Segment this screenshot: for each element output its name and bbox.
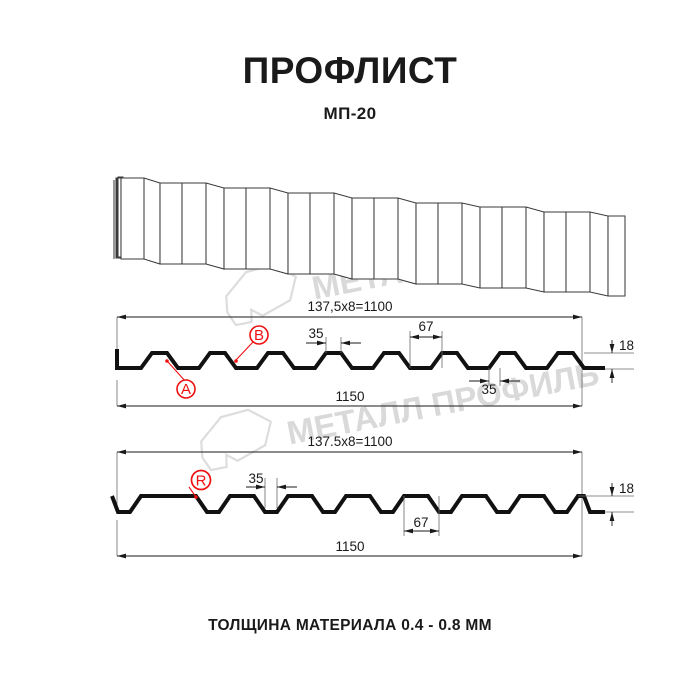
metal-profil-logo-icon bbox=[225, 263, 298, 327]
metal-profil-logo-icon bbox=[200, 408, 273, 472]
corrugated-sheet-3d bbox=[113, 176, 626, 297]
sheet-valley bbox=[159, 182, 183, 265]
sheet-edge-fold bbox=[115, 177, 122, 259]
title-block: ПРОФЛИСТ МП-20 bbox=[0, 52, 700, 124]
marker-b-dot bbox=[234, 359, 238, 363]
marker-r-dot bbox=[194, 495, 198, 499]
sheet-valley bbox=[543, 211, 567, 293]
watermark-group-lower: МЕТАЛЛ ПРОФИЛЬ bbox=[200, 355, 602, 472]
sheet-rib bbox=[373, 197, 417, 285]
watermark-group-upper: МЕТАЛЛ ПРОФИЛЬ bbox=[225, 210, 627, 327]
sheet-valley bbox=[351, 197, 375, 280]
material-thickness-note: ТОЛЩИНА МАТЕРИАЛА 0.4 - 0.8 ММ bbox=[208, 617, 492, 634]
sheet-rib bbox=[309, 192, 353, 280]
sheet-rib bbox=[120, 177, 161, 265]
marker-b-leader bbox=[235, 341, 254, 361]
dimension-18-label: 18 bbox=[619, 481, 634, 496]
marker-a-label: A bbox=[181, 381, 191, 398]
sheet-valley bbox=[479, 206, 503, 289]
drawing-profile-bottom: 137.5x8=1100 1150 35 67 18 bbox=[110, 434, 634, 559]
sheet-rib bbox=[565, 211, 609, 297]
watermark-text: МЕТАЛЛ ПРОФИЛЬ bbox=[284, 355, 602, 452]
dimension-total-label: 1150 bbox=[335, 539, 364, 554]
marker-r-circle bbox=[190, 469, 212, 491]
sheet-edge-fold-2 bbox=[117, 176, 124, 258]
profile-section-bottom bbox=[110, 494, 605, 514]
sheet-rib bbox=[245, 187, 289, 275]
marker-r-leader bbox=[188, 486, 197, 498]
marker-a-circle bbox=[176, 379, 196, 399]
dimension-18-label: 18 bbox=[619, 338, 634, 353]
dimension-35-label: 35 bbox=[248, 471, 263, 486]
dimension-67-label: 67 bbox=[413, 515, 428, 530]
watermark-text: МЕТАЛЛ ПРОФИЛЬ bbox=[309, 210, 627, 307]
sheet-valley bbox=[415, 202, 439, 285]
marker-a-dot bbox=[165, 359, 169, 363]
marker-r-label: R bbox=[196, 473, 207, 490]
sheet-rib bbox=[501, 206, 545, 293]
dimension-pitch-label: 137,5x8=1100 bbox=[308, 299, 393, 314]
sheet-rib bbox=[181, 182, 225, 270]
sheet-valley bbox=[607, 215, 626, 297]
marker-b-circle bbox=[249, 325, 269, 345]
dimension-67-label: 67 bbox=[418, 319, 433, 334]
dimension-pitch-label: 137.5x8=1100 bbox=[308, 434, 393, 449]
dimension-35-bottom-label: 35 bbox=[481, 382, 496, 397]
sheet-rib bbox=[437, 202, 481, 289]
drawing-profile-top: 137,5x8=1100 1150 35 67 35 bbox=[115, 299, 634, 409]
dimension-total-label: 1150 bbox=[335, 389, 364, 404]
marker-b-label: B bbox=[254, 327, 264, 344]
sheet-valley bbox=[287, 192, 311, 275]
page-subtitle: МП-20 bbox=[323, 104, 377, 123]
marker-a-leader bbox=[167, 361, 187, 383]
profile-section-top bbox=[115, 349, 605, 370]
sheet-valley bbox=[223, 187, 247, 270]
dimension-35-top-label: 35 bbox=[308, 326, 323, 341]
page-title: ПРОФЛИСТ bbox=[242, 50, 458, 91]
